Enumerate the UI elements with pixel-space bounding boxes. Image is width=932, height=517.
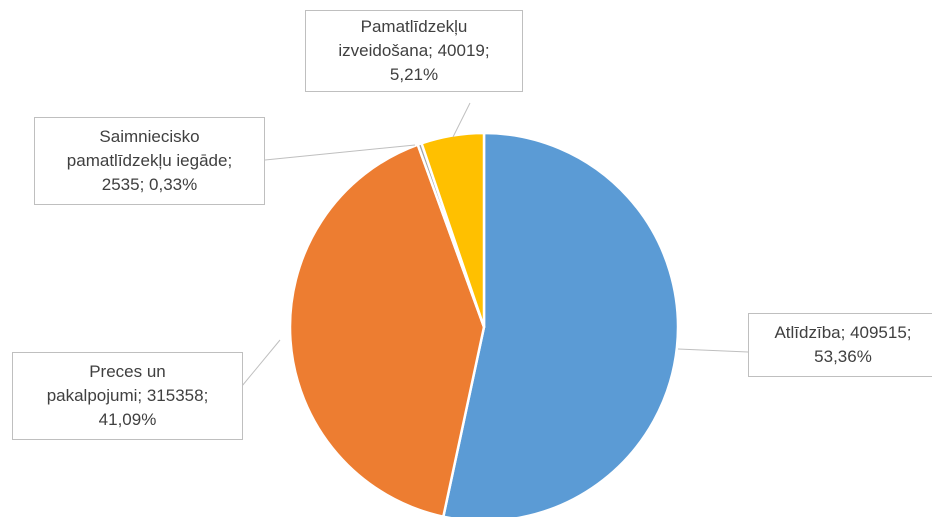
data-label: Saimniecisko pamatlīdzekļu iegāde; 2535;… <box>34 117 265 205</box>
slices <box>288 131 680 517</box>
leader-lines <box>241 102 749 387</box>
data-label: Preces un pakalpojumi; 315358; 41,09% <box>12 352 243 440</box>
leader-line <box>264 144 416 161</box>
pie-slice <box>442 131 680 517</box>
leader-line <box>241 339 281 387</box>
leader-line <box>677 348 749 353</box>
data-label: Pamatlīdzekļu izveidošana; 40019; 5,21% <box>305 10 523 92</box>
leader-line <box>452 102 471 138</box>
pie-slice <box>288 143 486 517</box>
pie-slice <box>420 131 486 329</box>
data-label: Atlīdzība; 409515; 53,36% <box>748 313 932 377</box>
